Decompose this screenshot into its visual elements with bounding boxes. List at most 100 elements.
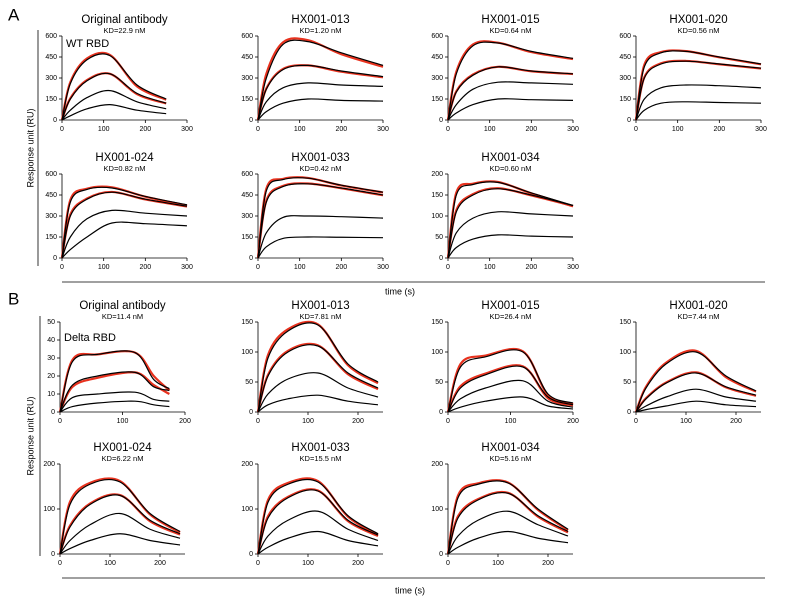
- x-tick-label: 100: [492, 560, 504, 567]
- chart-title: HX001-015: [481, 14, 539, 26]
- y-tick-label: 450: [45, 54, 57, 61]
- y-tick-label: 200: [431, 461, 443, 468]
- binding-curve: [447, 530, 569, 555]
- chart-subtitle: KD=7.44 nM: [678, 312, 720, 321]
- y-tick-label: 450: [619, 54, 631, 61]
- x-tick-label: 0: [256, 418, 260, 425]
- binding-curve: [257, 64, 384, 121]
- binding-curve: [257, 183, 384, 259]
- chart-subtitle: KD=0.56 nM: [678, 26, 720, 35]
- binding-curve: [61, 72, 167, 121]
- x-tick-label: 0: [446, 126, 450, 133]
- y-tick-label: 50: [435, 234, 443, 241]
- chart-subtitle: KD=0.82 nM: [104, 164, 146, 173]
- x-tick-label: 300: [567, 264, 579, 271]
- binding-curve: [635, 351, 757, 413]
- chart-title: Original antibody: [81, 14, 168, 26]
- annotation: WT RBD: [66, 38, 109, 50]
- x-tick-label: 300: [755, 126, 767, 133]
- binding-curve: [58, 371, 170, 413]
- binding-curve: [59, 533, 181, 555]
- chart-subtitle: KD=0.42 nM: [300, 164, 342, 173]
- binding-curve: [257, 510, 379, 555]
- x-tick-label: 0: [446, 264, 450, 271]
- y-tick-label: 50: [435, 379, 443, 386]
- y-tick-label: 150: [431, 319, 443, 326]
- y-tick-label: 100: [241, 506, 253, 513]
- binding-curve: [58, 477, 181, 555]
- binding-curve: [447, 480, 569, 555]
- x-tick-label: 300: [181, 264, 193, 271]
- binding-curve: [61, 186, 188, 259]
- x-tick-label: 0: [634, 126, 638, 133]
- binding-curve: [447, 510, 569, 555]
- x-tick-label: 100: [505, 418, 517, 425]
- y-tick-label: 0: [51, 551, 55, 558]
- x-tick-label: 100: [104, 560, 116, 567]
- x-tick-label: 0: [446, 560, 450, 567]
- y-axis-label: Response unit (RU): [25, 396, 35, 475]
- binding-curve: [257, 215, 384, 259]
- y-tick-label: 0: [627, 117, 631, 124]
- binding-curve: [61, 89, 167, 121]
- x-tick-label: 100: [680, 418, 692, 425]
- binding-curve: [257, 82, 384, 121]
- x-tick-label: 200: [335, 264, 347, 271]
- y-tick-label: 0: [53, 117, 57, 124]
- binding-curve: [447, 66, 574, 121]
- y-tick-label: 450: [431, 54, 443, 61]
- y-tick-label: 150: [45, 234, 57, 241]
- y-tick-label: 150: [241, 234, 253, 241]
- y-tick-label: 300: [619, 75, 631, 82]
- binding-curve: [256, 37, 384, 121]
- x-tick-label: 200: [525, 126, 537, 133]
- x-tick-label: 200: [352, 418, 364, 425]
- x-tick-label: 200: [179, 418, 191, 425]
- x-tick-label: 300: [181, 126, 193, 133]
- binding-curve: [256, 477, 379, 555]
- x-tick-label: 200: [139, 264, 151, 271]
- y-tick-label: 0: [249, 551, 253, 558]
- chart-title: HX001-033: [291, 152, 349, 164]
- x-tick-label: 0: [58, 418, 62, 425]
- y-tick-label: 0: [439, 117, 443, 124]
- y-tick-label: 0: [439, 255, 443, 262]
- binding-curve: [257, 489, 379, 555]
- y-axis-label: Response unit (RU): [25, 108, 35, 187]
- annotation: Delta RBD: [64, 332, 116, 344]
- binding-curve: [447, 181, 574, 259]
- x-tick-label: 200: [567, 418, 579, 425]
- y-tick-label: 0: [439, 551, 443, 558]
- y-tick-label: 0: [439, 409, 443, 416]
- x-tick-label: 100: [672, 126, 684, 133]
- y-tick-label: 0: [53, 255, 57, 262]
- binding-curve: [446, 347, 574, 413]
- binding-curve: [257, 322, 379, 413]
- y-tick-label: 40: [47, 337, 55, 344]
- y-tick-label: 300: [431, 75, 443, 82]
- y-tick-label: 300: [241, 213, 253, 220]
- panel-label: B: [8, 289, 19, 308]
- x-tick-label: 0: [60, 126, 64, 133]
- y-tick-label: 0: [249, 409, 253, 416]
- binding-curve: [59, 371, 170, 413]
- y-tick-label: 600: [45, 171, 57, 178]
- binding-curve: [446, 364, 574, 413]
- chart-title: HX001-034: [481, 152, 540, 164]
- x-tick-label: 100: [484, 126, 496, 133]
- x-tick-label: 0: [58, 560, 62, 567]
- chart-subtitle: KD=15.5 nM: [300, 454, 342, 463]
- binding-curve: [59, 494, 181, 555]
- binding-curve: [447, 211, 574, 259]
- y-tick-label: 150: [619, 319, 631, 326]
- x-tick-label: 300: [377, 126, 389, 133]
- y-tick-label: 200: [241, 461, 253, 468]
- y-tick-label: 100: [431, 213, 443, 220]
- chart-title: HX001-024: [95, 152, 154, 164]
- chart-subtitle: KD=26.4 nM: [490, 312, 532, 321]
- y-tick-label: 50: [245, 379, 253, 386]
- chart-subtitle: KD=6.22 nM: [102, 454, 144, 463]
- binding-curve: [257, 236, 384, 259]
- binding-curve: [61, 53, 167, 121]
